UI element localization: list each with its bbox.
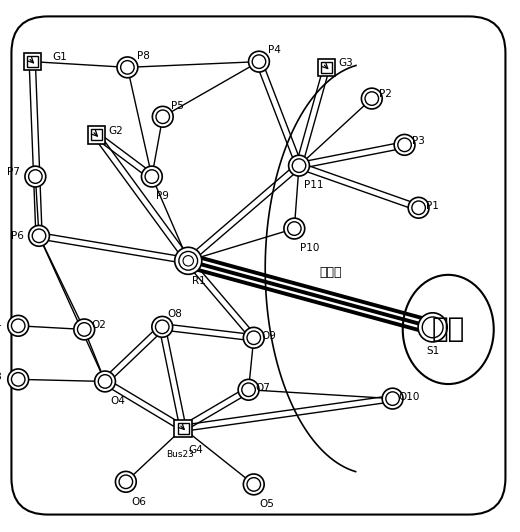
Circle shape: [25, 166, 46, 187]
Text: Bus23: Bus23: [166, 450, 194, 459]
Circle shape: [365, 92, 379, 105]
Text: P6: P6: [10, 231, 23, 241]
Circle shape: [242, 383, 255, 396]
Text: P5: P5: [171, 102, 184, 111]
Circle shape: [183, 255, 193, 266]
FancyBboxPatch shape: [318, 59, 335, 76]
Circle shape: [29, 170, 42, 184]
FancyBboxPatch shape: [24, 53, 41, 70]
Text: 主网: 主网: [432, 315, 465, 344]
Circle shape: [11, 319, 25, 332]
Text: P9: P9: [156, 192, 169, 201]
Circle shape: [115, 471, 136, 492]
FancyBboxPatch shape: [90, 129, 101, 140]
Circle shape: [175, 247, 202, 275]
Ellipse shape: [403, 275, 494, 384]
Circle shape: [386, 392, 399, 405]
Circle shape: [119, 475, 133, 488]
Text: 闭合面: 闭合面: [320, 266, 342, 279]
Circle shape: [398, 138, 411, 152]
Text: P3: P3: [412, 136, 425, 146]
Text: P4: P4: [268, 45, 281, 55]
Text: O8: O8: [167, 310, 183, 319]
Circle shape: [155, 320, 169, 334]
Text: P11: P11: [304, 180, 323, 190]
Circle shape: [394, 135, 415, 155]
Circle shape: [252, 55, 266, 69]
Circle shape: [145, 170, 159, 184]
Circle shape: [179, 252, 198, 270]
Text: O2: O2: [92, 320, 107, 330]
Text: O4: O4: [110, 396, 125, 406]
Circle shape: [292, 159, 306, 172]
Circle shape: [152, 317, 173, 337]
Circle shape: [8, 369, 29, 390]
Circle shape: [32, 229, 46, 243]
FancyBboxPatch shape: [321, 62, 332, 73]
Circle shape: [422, 317, 443, 338]
Circle shape: [243, 474, 264, 495]
Text: S1: S1: [426, 346, 439, 356]
FancyBboxPatch shape: [11, 16, 505, 514]
Circle shape: [249, 51, 269, 72]
Circle shape: [289, 155, 309, 176]
Circle shape: [98, 375, 112, 388]
Circle shape: [412, 201, 425, 214]
Circle shape: [29, 226, 49, 246]
Circle shape: [418, 313, 447, 342]
Circle shape: [238, 379, 259, 400]
Text: G4: G4: [188, 445, 203, 455]
Circle shape: [77, 323, 91, 336]
Text: G3: G3: [338, 58, 353, 68]
FancyBboxPatch shape: [177, 423, 189, 434]
Text: P1: P1: [426, 201, 439, 211]
Circle shape: [247, 331, 261, 345]
Circle shape: [8, 315, 29, 336]
Text: O9: O9: [261, 331, 276, 340]
Circle shape: [247, 478, 261, 491]
Text: O1: O1: [0, 318, 3, 328]
Circle shape: [408, 197, 429, 218]
Circle shape: [11, 372, 25, 386]
Text: G2: G2: [109, 126, 123, 136]
Circle shape: [141, 166, 162, 187]
Circle shape: [361, 88, 382, 109]
FancyBboxPatch shape: [174, 420, 191, 437]
Circle shape: [152, 106, 173, 127]
FancyBboxPatch shape: [27, 56, 37, 67]
Circle shape: [74, 319, 95, 340]
Circle shape: [382, 388, 403, 409]
Text: R1: R1: [192, 276, 206, 286]
Text: P8: P8: [137, 51, 150, 61]
FancyBboxPatch shape: [87, 127, 105, 144]
Circle shape: [121, 61, 134, 74]
Text: O10: O10: [399, 392, 420, 402]
Text: P7: P7: [7, 168, 20, 177]
Text: P2: P2: [379, 89, 392, 99]
Circle shape: [243, 327, 264, 348]
Circle shape: [156, 110, 170, 123]
Circle shape: [288, 222, 301, 235]
Text: O6: O6: [131, 496, 146, 506]
Text: O5: O5: [259, 499, 274, 509]
Text: O7: O7: [256, 383, 271, 393]
Text: O3: O3: [0, 372, 3, 383]
Text: P10: P10: [300, 243, 319, 253]
Circle shape: [95, 371, 115, 392]
Text: G1: G1: [52, 53, 67, 62]
Circle shape: [117, 57, 138, 78]
Circle shape: [284, 218, 305, 239]
